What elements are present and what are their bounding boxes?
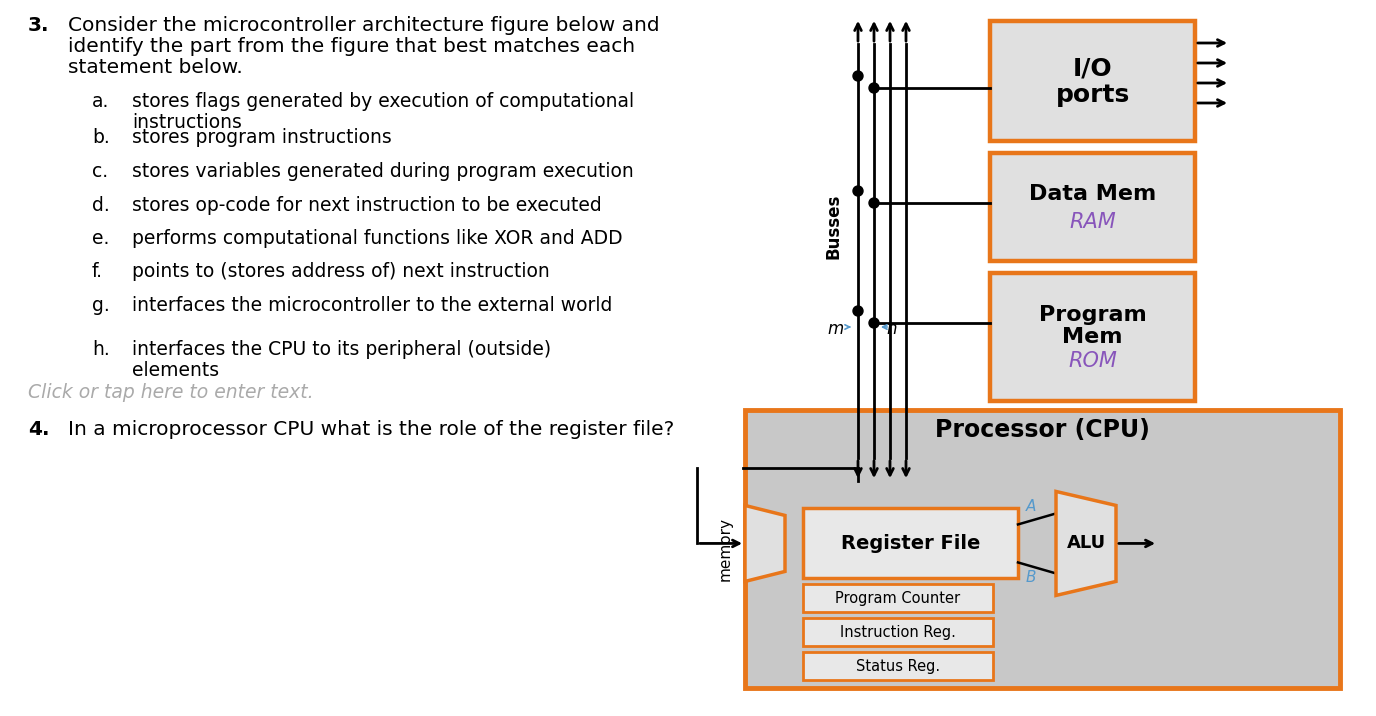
Circle shape — [853, 306, 863, 316]
Text: identify the part from the figure that best matches each: identify the part from the figure that b… — [67, 37, 636, 56]
Text: performs computational functions like XOR and ADD: performs computational functions like XO… — [132, 229, 622, 248]
Text: statement below.: statement below. — [67, 58, 242, 77]
Text: 3.: 3. — [28, 16, 50, 35]
Text: ROM: ROM — [1068, 351, 1117, 371]
Text: RAM: RAM — [1069, 212, 1116, 232]
Text: B: B — [1026, 571, 1036, 586]
Text: b.: b. — [92, 128, 110, 147]
Text: Program Counter: Program Counter — [835, 591, 960, 606]
Text: In a microprocessor CPU what is the role of the register file?: In a microprocessor CPU what is the role… — [67, 420, 674, 439]
Text: Data Mem: Data Mem — [1029, 184, 1156, 204]
Bar — [804, 584, 993, 612]
Bar — [989, 21, 1194, 141]
Text: Consider the microcontroller architecture figure below and: Consider the microcontroller architectur… — [67, 16, 659, 35]
Text: Processor (CPU): Processor (CPU) — [936, 418, 1150, 442]
Text: points to (stores address of) next instruction: points to (stores address of) next instr… — [132, 262, 550, 281]
Text: I/O: I/O — [1073, 57, 1112, 81]
Text: stores op-code for next instruction to be executed: stores op-code for next instruction to b… — [132, 196, 601, 215]
Polygon shape — [1055, 491, 1116, 596]
Text: Busses: Busses — [824, 193, 842, 258]
Text: n: n — [886, 320, 897, 338]
Text: h.: h. — [92, 340, 110, 359]
Text: m: m — [828, 320, 843, 338]
Polygon shape — [744, 505, 784, 581]
Text: g.: g. — [92, 296, 110, 315]
Text: memory: memory — [717, 517, 732, 581]
Text: Register File: Register File — [841, 534, 980, 553]
Text: Status Reg.: Status Reg. — [856, 659, 940, 674]
Bar — [744, 410, 1340, 688]
Text: Click or tap here to enter text.: Click or tap here to enter text. — [28, 383, 314, 402]
Bar — [804, 508, 1018, 579]
Text: f.: f. — [92, 262, 103, 281]
Circle shape — [853, 186, 863, 196]
Text: elements: elements — [132, 361, 219, 380]
Text: e.: e. — [92, 229, 109, 248]
Text: A: A — [1026, 500, 1036, 514]
Text: d.: d. — [92, 196, 110, 215]
Text: 4.: 4. — [28, 420, 50, 439]
Text: stores program instructions: stores program instructions — [132, 128, 392, 147]
Text: Program: Program — [1039, 305, 1146, 325]
Bar — [989, 273, 1194, 401]
Text: Instruction Reg.: Instruction Reg. — [841, 624, 956, 639]
Bar — [804, 618, 993, 646]
Bar — [989, 153, 1194, 261]
Circle shape — [870, 198, 879, 208]
Circle shape — [853, 71, 863, 81]
Text: stores variables generated during program execution: stores variables generated during progra… — [132, 162, 634, 181]
Text: ALU: ALU — [1066, 534, 1105, 553]
Text: instructions: instructions — [132, 113, 242, 132]
Text: interfaces the CPU to its peripheral (outside): interfaces the CPU to its peripheral (ou… — [132, 340, 552, 359]
Text: ports: ports — [1055, 83, 1130, 107]
Text: a.: a. — [92, 92, 109, 111]
Text: c.: c. — [92, 162, 109, 181]
Circle shape — [870, 318, 879, 328]
Text: Mem: Mem — [1062, 327, 1123, 347]
Bar — [804, 652, 993, 680]
Text: stores flags generated by execution of computational: stores flags generated by execution of c… — [132, 92, 634, 111]
Text: interfaces the microcontroller to the external world: interfaces the microcontroller to the ex… — [132, 296, 612, 315]
Circle shape — [870, 83, 879, 93]
